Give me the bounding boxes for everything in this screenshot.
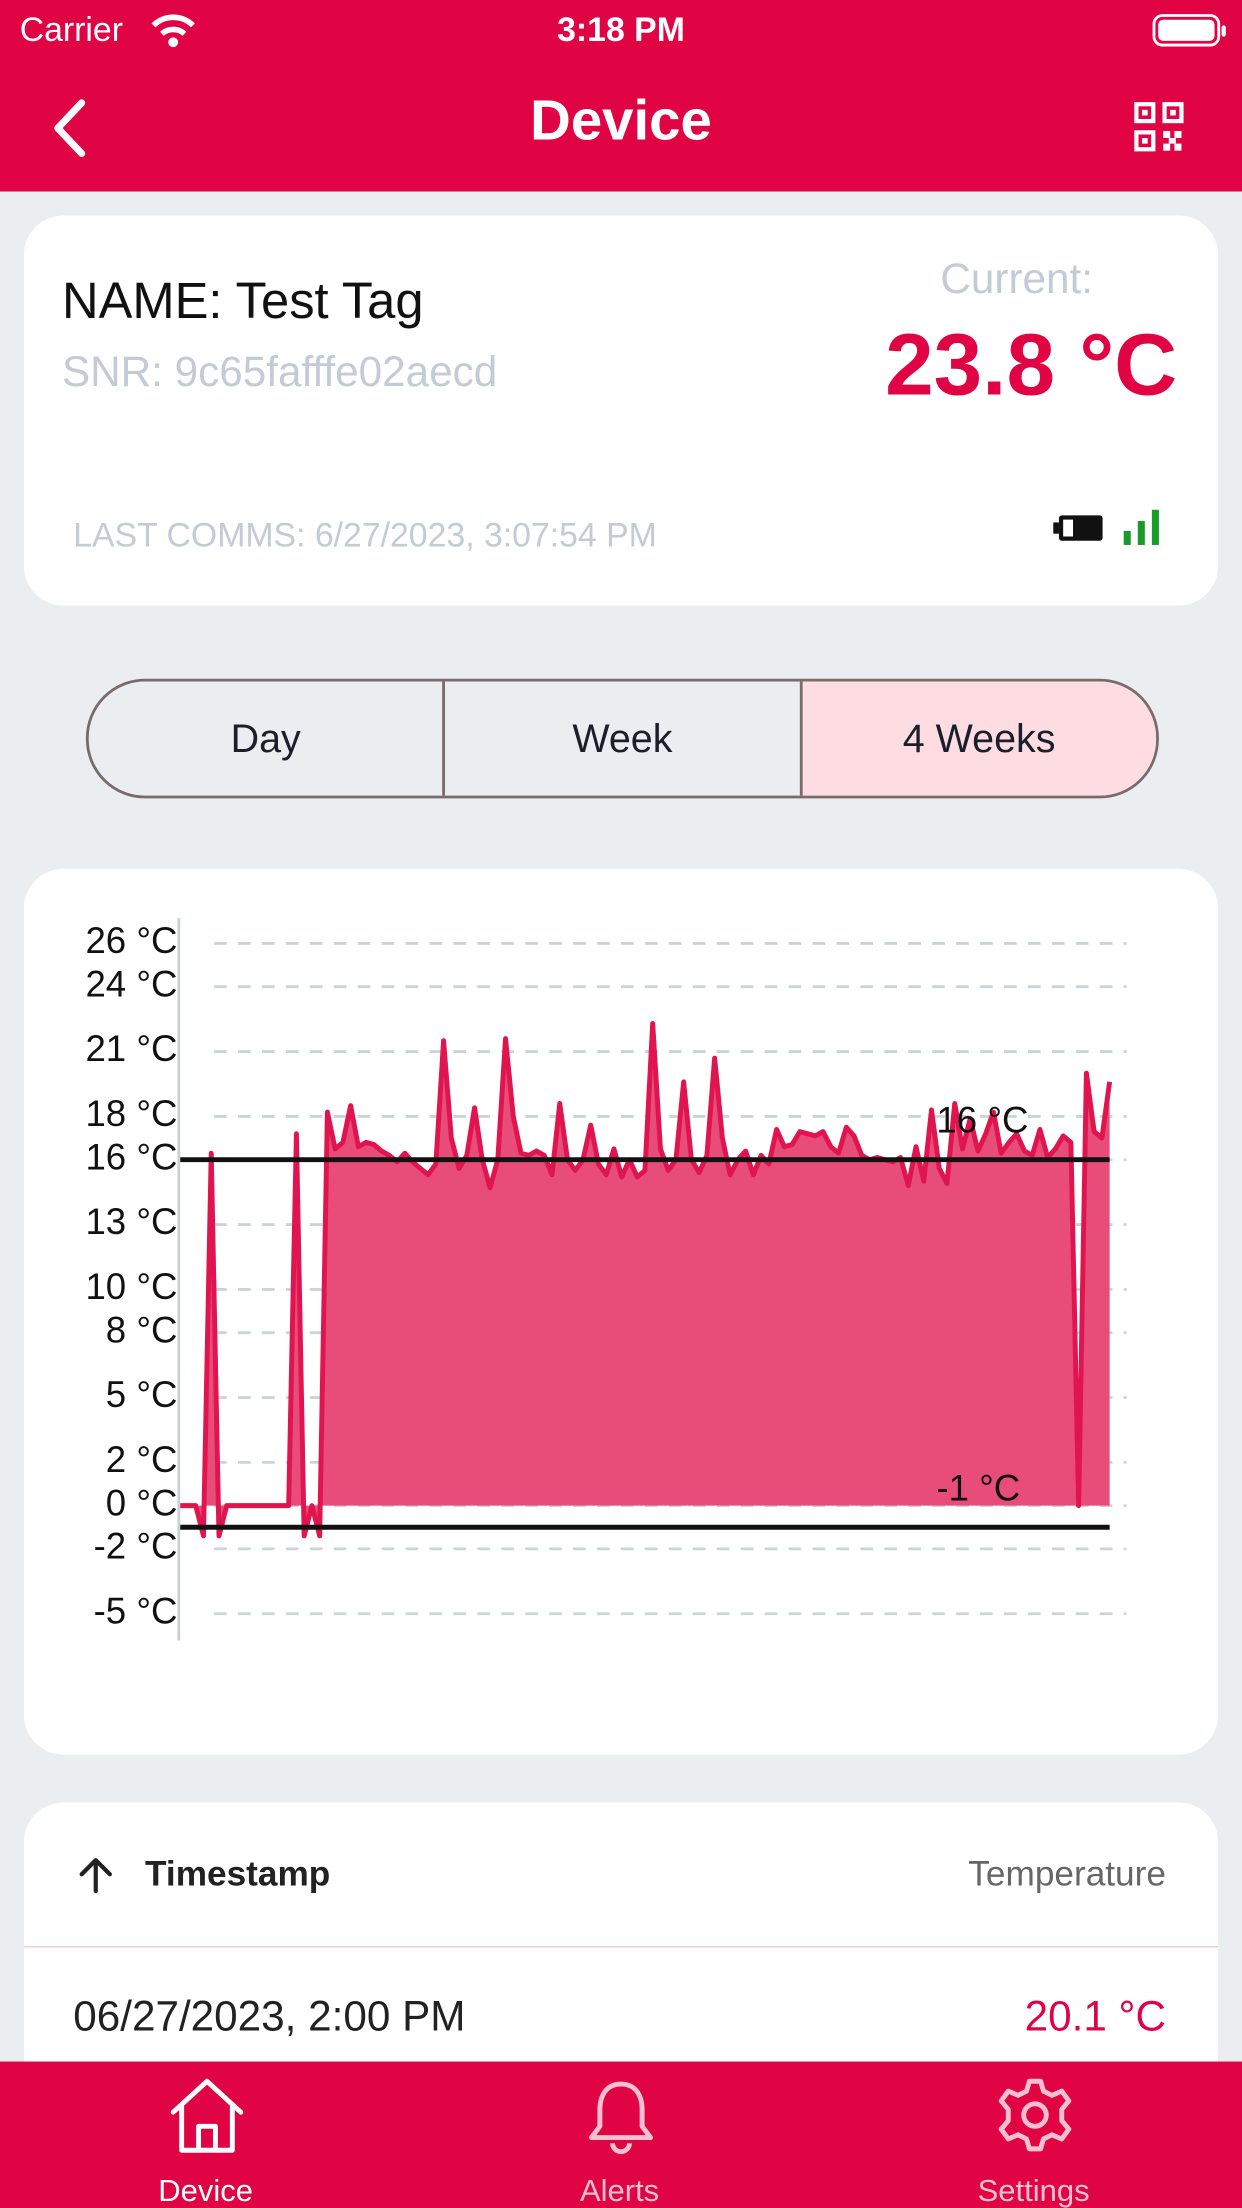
range-selector: Day Week 4 Weeks bbox=[85, 678, 1159, 799]
y-tick-label: 8 °C bbox=[106, 1309, 178, 1350]
line bbox=[180, 1021, 1113, 1539]
last-comms: LAST COMMS: 6/27/2023, 3:07:54 PM bbox=[73, 516, 657, 555]
tab-label[interactable]: Settings bbox=[977, 2172, 1090, 2208]
table-cell: 20.1 °C bbox=[1024, 1993, 1166, 2041]
clock: 3:18 PM bbox=[557, 11, 685, 50]
y-tick-label: -5 °C bbox=[94, 1590, 178, 1631]
sort-icon[interactable] bbox=[76, 1856, 115, 1895]
y-tick-label: 13 °C bbox=[85, 1201, 177, 1242]
y-tick-label: -2 °C bbox=[94, 1526, 178, 1567]
divider bbox=[23, 1946, 1219, 1948]
column-header[interactable]: Temperature bbox=[968, 1854, 1166, 1894]
area-fill bbox=[180, 1023, 1110, 1536]
tab-label[interactable]: Device bbox=[158, 2172, 253, 2208]
device-name: NAME: Test Tag bbox=[61, 271, 424, 330]
y-tick-label: 16 °C bbox=[85, 1136, 177, 1177]
y-tick-label: 24 °C bbox=[85, 963, 177, 1004]
tab-label[interactable]: Alerts bbox=[579, 2172, 660, 2208]
y-tick-label: 2 °C bbox=[106, 1439, 178, 1480]
y-tick-label: 21 °C bbox=[85, 1028, 177, 1069]
device-snr: SNR: 9c65fafffe02aecd bbox=[61, 349, 498, 396]
bell-icon[interactable] bbox=[580, 2076, 662, 2155]
battery-icon bbox=[1152, 14, 1226, 47]
threshold-label: -1 °C bbox=[936, 1467, 1020, 1508]
chart: -5 °C -2 °C0 °C2 °C 5 °C 8 °C10 °C 13 °C 16 °… bbox=[85, 918, 1127, 1641]
wifi-icon bbox=[151, 14, 195, 48]
qr-button[interactable] bbox=[1134, 101, 1185, 152]
threshold-label: 16 °C bbox=[936, 1100, 1028, 1141]
home-icon[interactable] bbox=[166, 2076, 248, 2155]
signal-icon bbox=[1123, 509, 1159, 545]
current-label: Current: bbox=[940, 256, 1093, 303]
table-cell: 06/27/2023, 2:00 PM bbox=[73, 1993, 466, 2041]
y-tick-label: 26 °C bbox=[85, 920, 177, 961]
header-bar bbox=[0, 0, 1242, 192]
y-tick-label: 0 °C bbox=[106, 1482, 178, 1523]
y-tick-label: 5 °C bbox=[106, 1374, 178, 1415]
nav-title: Device bbox=[530, 90, 712, 153]
range-option[interactable]: 4 Weeks bbox=[799, 681, 1157, 796]
current-value: 23.8 °C bbox=[885, 316, 1178, 414]
carrier: Carrier bbox=[19, 11, 123, 50]
range-option[interactable]: Day bbox=[230, 716, 301, 760]
column-header[interactable]: Timestamp bbox=[145, 1854, 331, 1894]
back-button[interactable] bbox=[45, 96, 96, 161]
gear-icon[interactable] bbox=[994, 2076, 1076, 2155]
battery-level-icon bbox=[1053, 515, 1103, 541]
range-option[interactable]: Week bbox=[442, 681, 800, 796]
y-tick-label: 18 °C bbox=[85, 1093, 177, 1134]
device-card bbox=[23, 215, 1219, 606]
y-tick-label: 10 °C bbox=[85, 1266, 177, 1307]
